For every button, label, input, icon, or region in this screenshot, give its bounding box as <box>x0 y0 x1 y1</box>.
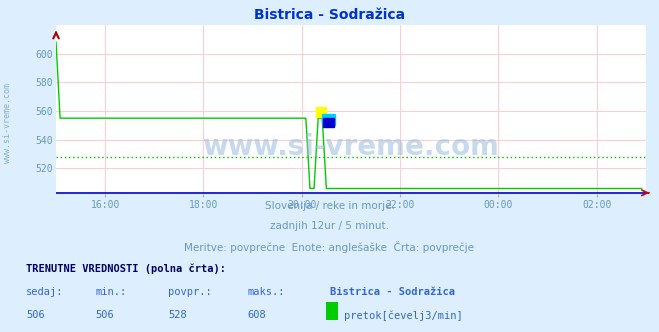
Text: pretok[čevelj3/min]: pretok[čevelj3/min] <box>344 310 463 321</box>
Text: Bistrica - Sodražica: Bistrica - Sodražica <box>330 287 455 297</box>
Text: maks.:: maks.: <box>247 287 285 297</box>
Text: TRENUTNE VREDNOSTI (polna črta):: TRENUTNE VREDNOSTI (polna črta): <box>26 264 226 275</box>
Text: www.si-vreme.com: www.si-vreme.com <box>202 133 500 161</box>
Bar <box>324 118 333 127</box>
Text: 528: 528 <box>168 310 186 320</box>
Bar <box>316 107 326 117</box>
Text: 506: 506 <box>96 310 114 320</box>
Text: 506: 506 <box>26 310 45 320</box>
Text: zadnjih 12ur / 5 minut.: zadnjih 12ur / 5 minut. <box>270 221 389 231</box>
Text: sedaj:: sedaj: <box>26 287 64 297</box>
Text: 608: 608 <box>247 310 266 320</box>
Text: www.si-vreme.com: www.si-vreme.com <box>3 83 13 163</box>
Text: min.:: min.: <box>96 287 127 297</box>
Text: Meritve: povprečne  Enote: anglešaške  Črta: povprečje: Meritve: povprečne Enote: anglešaške Črt… <box>185 241 474 253</box>
Text: Slovenija / reke in morje.: Slovenija / reke in morje. <box>264 201 395 211</box>
Bar <box>322 114 335 125</box>
Text: povpr.:: povpr.: <box>168 287 212 297</box>
Text: Bistrica - Sodražica: Bistrica - Sodražica <box>254 8 405 22</box>
